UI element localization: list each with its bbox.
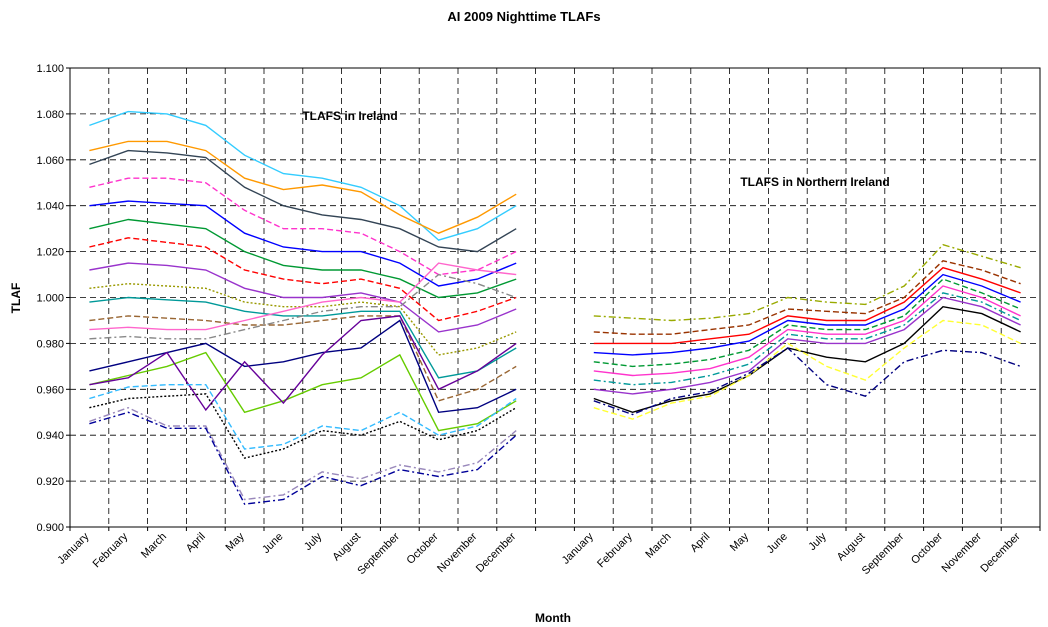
y-tick-label: 0.960 — [36, 384, 64, 396]
x-tick-label: January — [560, 530, 597, 567]
series-line — [593, 296, 1021, 395]
series-line — [89, 384, 517, 450]
y-tick-label: 1.040 — [36, 201, 64, 213]
y-tick-label: 0.980 — [36, 338, 64, 350]
series-line — [593, 292, 1021, 386]
series-line — [593, 285, 1021, 377]
series-line — [89, 273, 517, 340]
series-line — [89, 177, 517, 276]
x-tick-label: July — [302, 530, 325, 553]
x-tick-label: March — [139, 531, 169, 561]
y-axis-label: TLAF — [9, 283, 23, 314]
x-tick-label: November — [940, 530, 985, 575]
series-line — [593, 278, 1021, 368]
x-tick-label: October — [405, 530, 441, 566]
lines — [89, 110, 1021, 505]
x-tick-label: May — [224, 530, 248, 554]
series-line — [89, 406, 517, 501]
series-line — [89, 411, 517, 505]
x-tick-label: February — [595, 530, 635, 570]
series-line — [593, 260, 1021, 335]
series-line — [89, 319, 517, 414]
series-line — [89, 262, 517, 333]
x-tick-label: October — [909, 530, 945, 566]
x-tick-label: March — [643, 531, 673, 561]
annotation: TLAFS in Ireland — [302, 109, 397, 123]
series-line — [89, 140, 517, 234]
series-line — [89, 218, 517, 299]
x-tick-label: December — [978, 530, 1023, 575]
series-line — [89, 149, 517, 253]
y-tick-label: 1.000 — [36, 293, 64, 305]
x-tick-label: August — [835, 531, 868, 564]
x-tick-label: July — [806, 530, 829, 553]
y-tick-label: 1.020 — [36, 247, 64, 259]
series-line — [593, 273, 1021, 356]
series-line — [89, 110, 517, 241]
annotation: TLAFS in Northern Ireland — [740, 175, 889, 189]
chart-title: AI 2009 Nighttime TLAFs — [447, 9, 600, 24]
series-line — [89, 315, 517, 412]
x-tick-label: August — [330, 531, 363, 564]
x-tick-label: June — [260, 531, 285, 556]
x-tick-label: January — [55, 530, 92, 567]
x-tick-label: June — [765, 531, 790, 556]
series-line — [593, 266, 1021, 345]
series-line — [593, 347, 1021, 416]
x-tick-label: April — [688, 531, 712, 555]
y-tick-label: 1.080 — [36, 109, 64, 121]
y-tick-label: 1.100 — [36, 63, 64, 75]
x-tick-label: September — [355, 530, 402, 577]
x-tick-label: April — [184, 531, 208, 555]
x-tick-label: December — [474, 530, 519, 575]
y-tick-label: 0.900 — [36, 522, 64, 534]
series-line — [593, 319, 1021, 420]
x-tick-label: November — [435, 530, 480, 575]
x-tick-label: February — [91, 530, 131, 570]
x-axis-label: Month — [535, 611, 571, 625]
x-tick-label: September — [860, 530, 907, 577]
series-line — [89, 351, 517, 432]
series-line — [89, 237, 517, 322]
series-line — [89, 200, 517, 287]
y-tick-label: 0.920 — [36, 476, 64, 488]
series-line — [89, 393, 517, 459]
grid — [66, 67, 1041, 531]
x-tick-label: May — [728, 530, 752, 554]
series-line — [593, 305, 1021, 414]
series-line — [593, 243, 1021, 322]
series-line — [89, 262, 517, 331]
y-tick-label: 1.060 — [36, 155, 64, 167]
y-tick-label: 0.940 — [36, 430, 64, 442]
